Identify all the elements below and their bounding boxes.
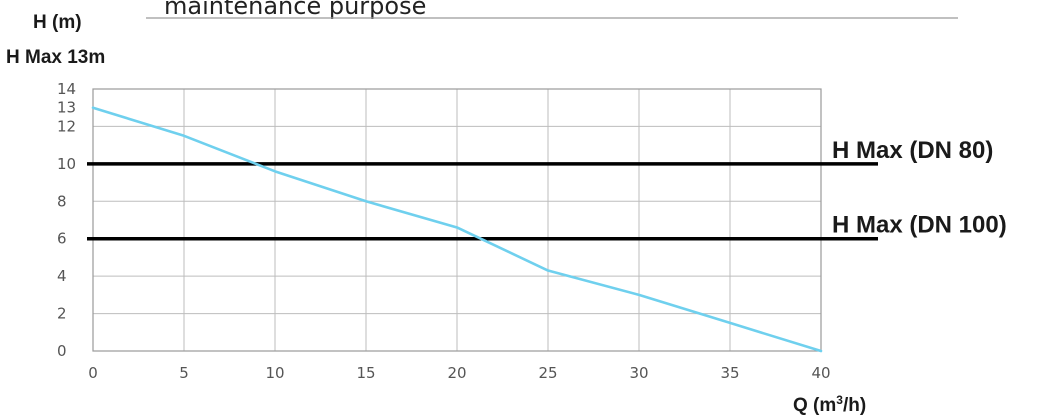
x-axis-label: Q (m3/h) [793, 393, 866, 416]
y-tick-label: 14 [57, 80, 76, 98]
y-max-label: H Max 13m [6, 47, 105, 68]
pump-curve-point [547, 269, 549, 272]
pump-curve-point [365, 200, 367, 203]
header-text: maintenance purpose [164, 0, 426, 20]
pump-curve-point [638, 294, 640, 296]
reference-lines: H Max (DN 80) H Max (DN 100) [87, 137, 1007, 241]
plot-frame [92, 88, 822, 352]
x-axis-label-end: /h) [843, 395, 866, 416]
x-tick-label: 5 [179, 364, 189, 382]
x-tick-label: 40 [811, 364, 830, 382]
grid [92, 88, 822, 352]
x-tick-label: 15 [356, 364, 375, 382]
reference-line-label: H Max (DN 100) [832, 212, 1007, 239]
y-tick-label: 13 [57, 99, 76, 117]
pump-curve-point [729, 322, 731, 324]
x-tick-label: 30 [629, 364, 648, 382]
y-tick-label: 0 [57, 342, 67, 360]
pump-curve-point [274, 170, 276, 173]
x-tick-labels: 0 5 10 15 20 25 30 35 40 [88, 364, 830, 382]
x-tick-label: 20 [447, 364, 466, 382]
x-tick-label: 10 [265, 364, 284, 382]
x-axis-label-sup: 3 [836, 393, 843, 407]
x-tick-label: 35 [720, 364, 739, 382]
y-tick-label: 10 [57, 155, 76, 173]
pump-curve-point [183, 134, 185, 137]
y-tick-label: 6 [57, 230, 67, 248]
reference-line-label: H Max (DN 80) [832, 137, 993, 164]
y-axis-label: H (m) [33, 12, 82, 33]
pump-curve-point [820, 350, 822, 352]
pump-curve-point [92, 106, 94, 109]
y-tick-label: 12 [57, 117, 76, 135]
y-tick-label: 2 [57, 305, 67, 323]
pump-curve-point [456, 226, 458, 229]
x-axis-label-main: Q (m [793, 395, 836, 416]
series [91, 106, 823, 353]
y-tick-label: 8 [57, 192, 67, 210]
x-tick-label: 25 [538, 364, 557, 382]
y-tick-label: 4 [57, 267, 67, 285]
x-tick-label: 0 [88, 364, 98, 382]
